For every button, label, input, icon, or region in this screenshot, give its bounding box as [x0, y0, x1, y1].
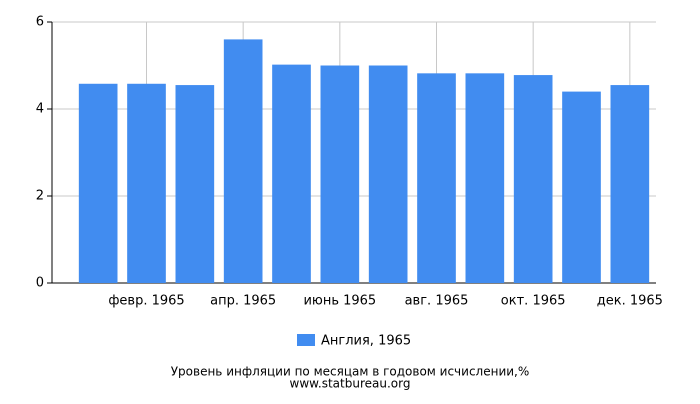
x-tick-label: февр. 1965	[108, 294, 184, 309]
x-tick-label: дек. 1965	[597, 294, 663, 309]
bar	[610, 85, 650, 283]
bar	[417, 73, 456, 283]
bar	[368, 65, 408, 283]
y-tick-label: 2	[36, 189, 44, 204]
legend-swatch	[297, 334, 315, 346]
bar	[272, 64, 311, 283]
x-tick-label: апр. 1965	[210, 294, 276, 309]
bar	[175, 85, 215, 283]
x-tick-label: окт. 1965	[501, 294, 566, 309]
bar	[562, 91, 601, 283]
y-tick-label: 0	[36, 276, 44, 291]
chart-title: Уровень инфляции по месяцам в годовом ис…	[171, 365, 530, 379]
y-tick-label: 6	[36, 15, 44, 30]
chart-subtitle: www.statbureau.org	[290, 377, 411, 391]
x-tick-label: авг. 1965	[405, 294, 469, 309]
bar	[78, 83, 118, 284]
bar	[513, 75, 553, 283]
x-tick-label: июнь 1965	[303, 294, 376, 309]
y-tick-label: 4	[36, 102, 44, 117]
bar	[320, 65, 360, 283]
legend-label: Англия, 1965	[321, 334, 411, 349]
bar	[465, 73, 505, 283]
bar	[127, 83, 166, 284]
bar	[223, 39, 263, 284]
